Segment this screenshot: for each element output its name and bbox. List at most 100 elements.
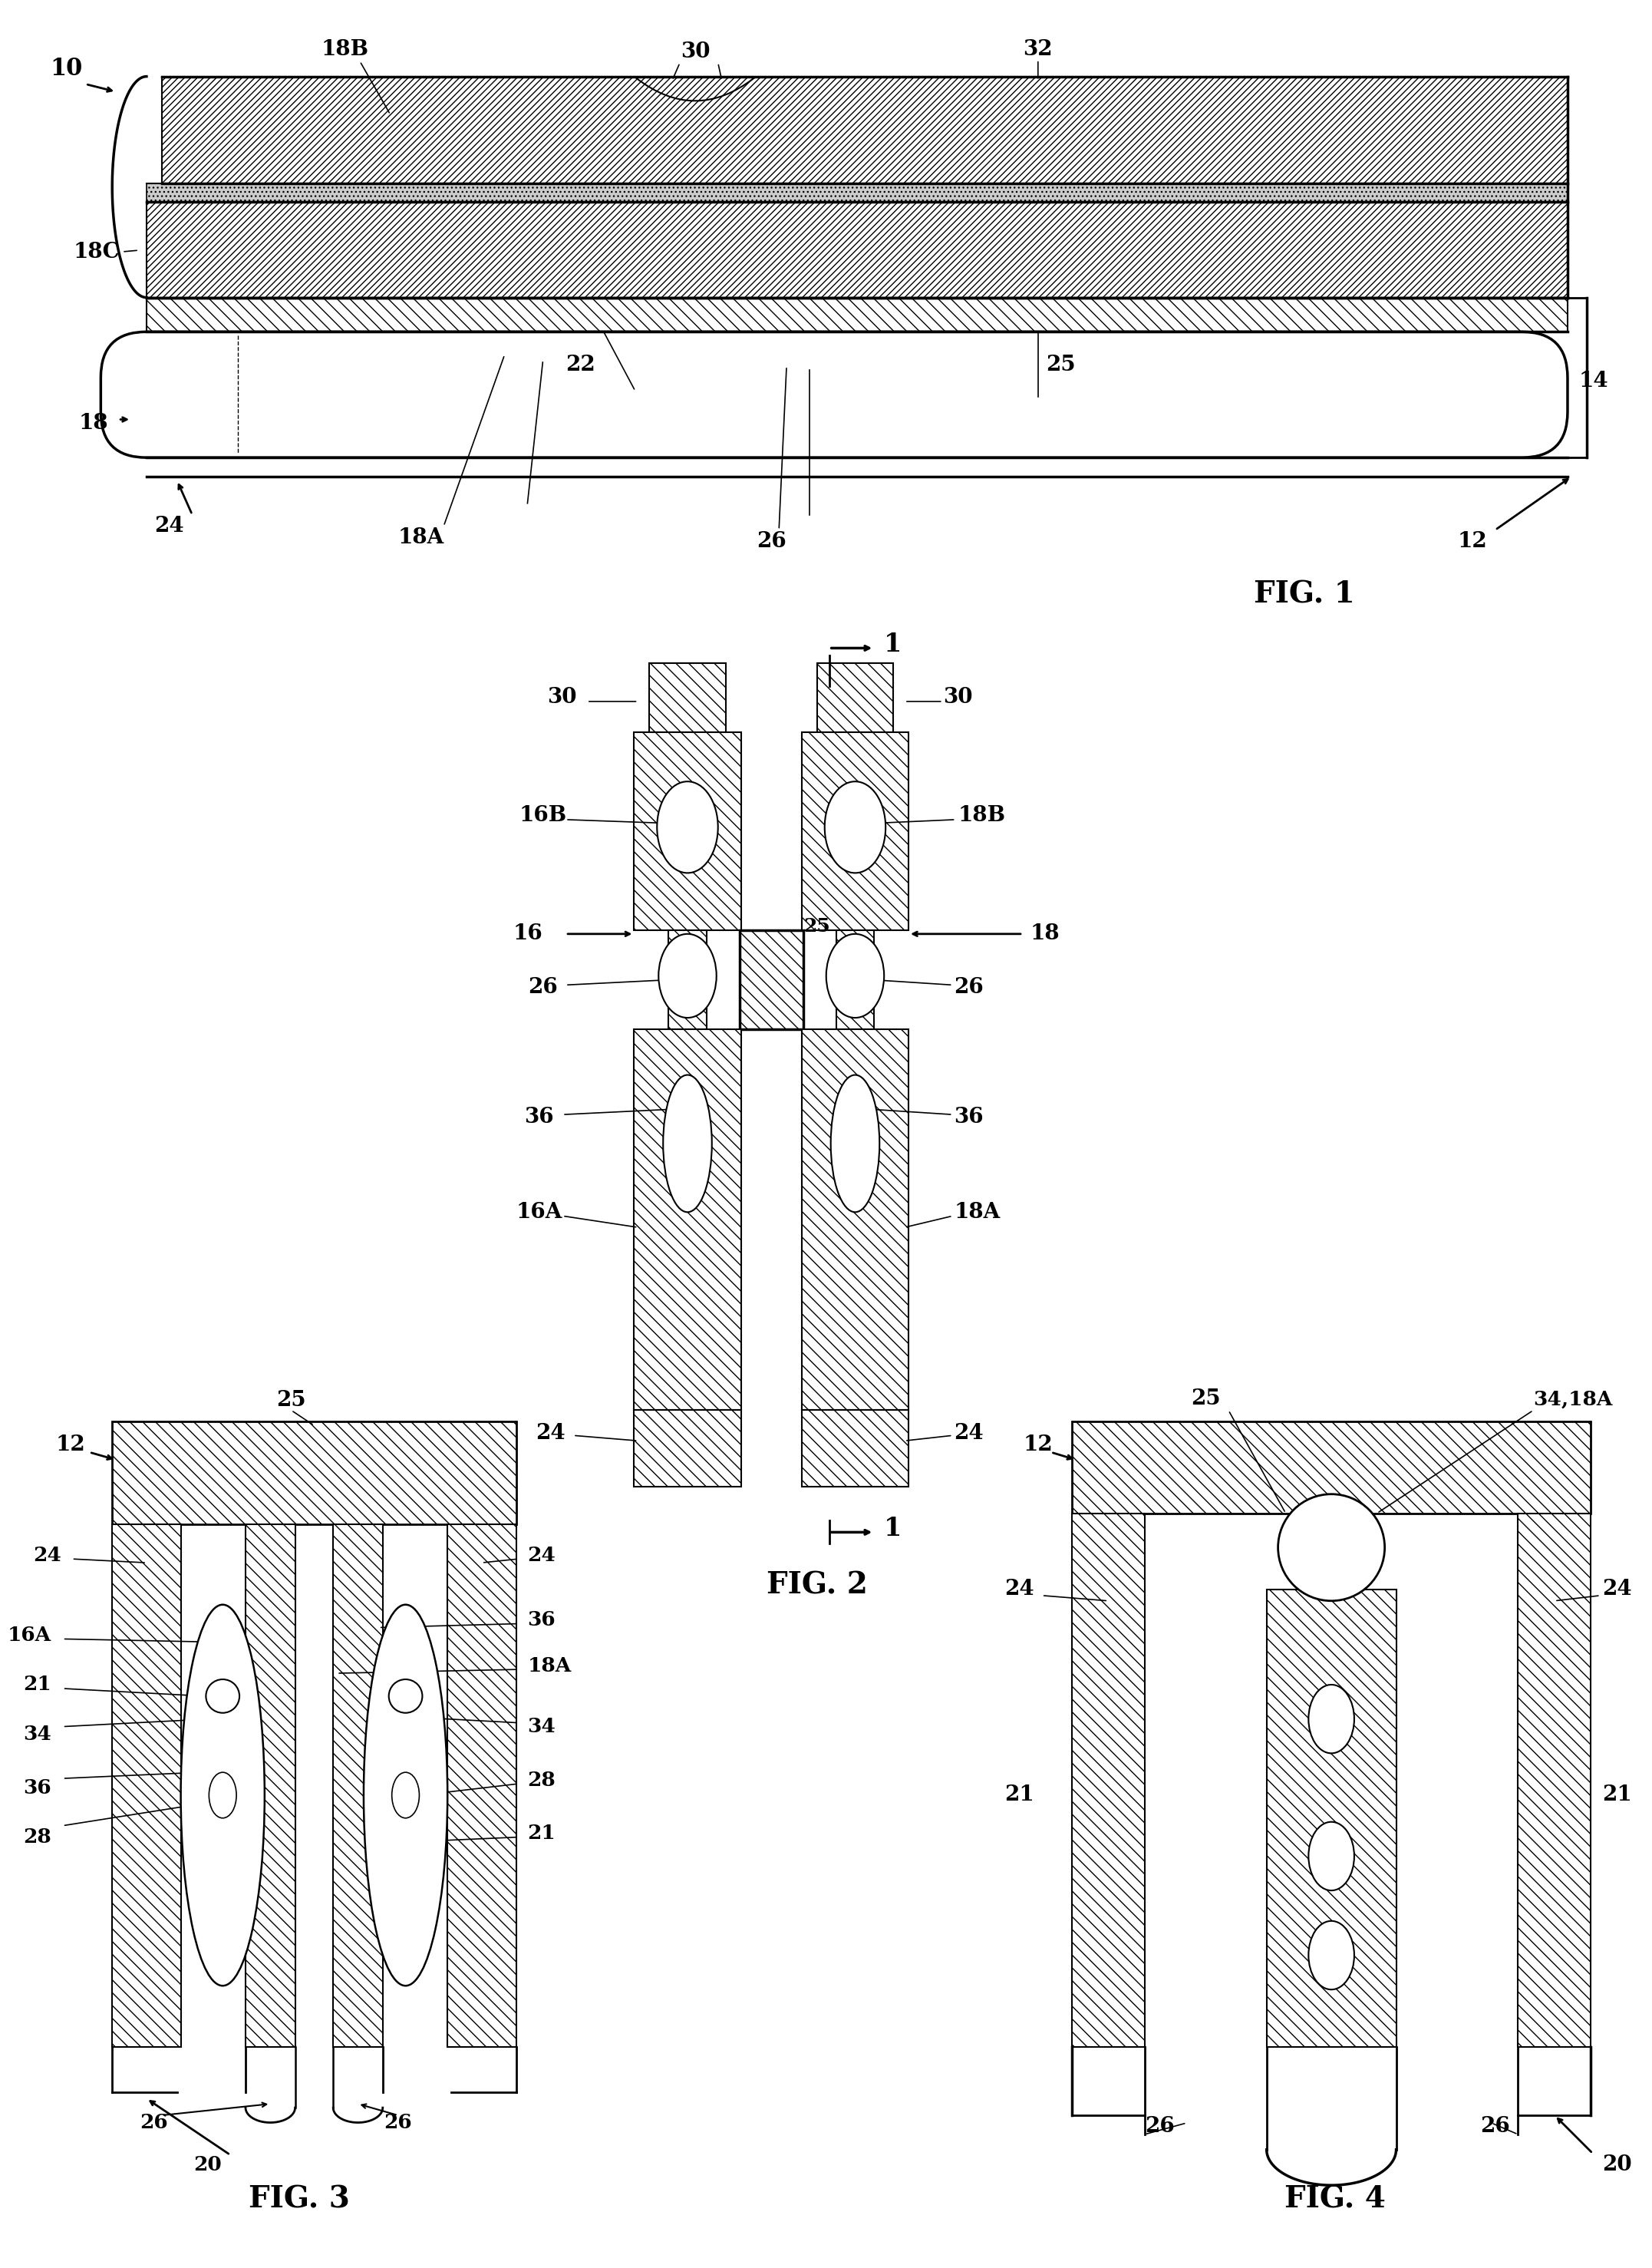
Text: 34: 34	[527, 1717, 555, 1737]
Text: 18C: 18C	[74, 240, 121, 263]
Ellipse shape	[392, 1771, 420, 1819]
Text: 32: 32	[1023, 39, 1052, 61]
Text: 20: 20	[1602, 2155, 1632, 2175]
Bar	[147, 202, 1568, 297]
Ellipse shape	[824, 782, 885, 873]
Text: 14: 14	[1579, 372, 1609, 392]
Text: 21: 21	[1004, 1785, 1034, 1805]
Ellipse shape	[1308, 1821, 1355, 1892]
Text: 34,18A: 34,18A	[1533, 1390, 1612, 1408]
Text: 1: 1	[884, 1515, 902, 1540]
Text: 10: 10	[50, 57, 83, 82]
Bar	[740, 930, 803, 1030]
Ellipse shape	[657, 782, 719, 873]
Ellipse shape	[1308, 1685, 1355, 1753]
Text: 34: 34	[23, 1724, 51, 1744]
Text: 26: 26	[757, 531, 786, 551]
Ellipse shape	[1308, 1921, 1355, 1989]
Text: 24: 24	[527, 1545, 555, 1565]
Bar	[801, 733, 909, 930]
Text: FIG. 4: FIG. 4	[1285, 2184, 1386, 2214]
Text: 16A: 16A	[7, 1626, 51, 1644]
Text: 1: 1	[884, 631, 902, 658]
Bar	[1518, 1513, 1591, 2046]
Text: 24: 24	[955, 1422, 985, 1442]
Text: 36: 36	[955, 1107, 985, 1127]
Ellipse shape	[206, 1678, 240, 1712]
Text: 26: 26	[529, 978, 558, 998]
Ellipse shape	[363, 1606, 448, 1987]
Bar	[634, 1030, 740, 1411]
Bar	[112, 1422, 515, 1524]
Text: 30: 30	[681, 41, 710, 64]
Text: 25: 25	[1191, 1388, 1221, 1408]
Text: 24: 24	[155, 515, 183, 538]
Text: 28: 28	[23, 1828, 51, 1846]
Text: 18A: 18A	[955, 1202, 1001, 1222]
Text: 24: 24	[33, 1545, 61, 1565]
Text: 18: 18	[78, 413, 107, 433]
Text: 16B: 16B	[519, 805, 567, 826]
Text: 30: 30	[547, 687, 577, 708]
Bar	[649, 662, 725, 733]
Text: 36: 36	[524, 1107, 553, 1127]
Text: 25: 25	[1046, 354, 1075, 374]
Text: 21: 21	[1602, 1785, 1632, 1805]
Text: 24: 24	[1004, 1579, 1034, 1599]
Text: 26: 26	[1480, 2116, 1510, 2136]
FancyBboxPatch shape	[101, 331, 1568, 458]
Text: 18: 18	[1031, 923, 1061, 943]
Text: 25: 25	[805, 916, 831, 934]
Ellipse shape	[208, 1771, 236, 1819]
Text: 12: 12	[1023, 1433, 1052, 1456]
Bar	[634, 1411, 740, 1486]
Text: 12: 12	[56, 1433, 86, 1456]
Bar	[334, 1524, 383, 2046]
Text: FIG. 3: FIG. 3	[248, 2184, 350, 2214]
Text: 24: 24	[535, 1422, 565, 1442]
Text: FIG. 2: FIG. 2	[767, 1572, 867, 1601]
Text: 25: 25	[276, 1390, 306, 1411]
Ellipse shape	[831, 1075, 879, 1211]
Bar	[801, 1411, 909, 1486]
Bar	[836, 930, 874, 1030]
Text: 16A: 16A	[515, 1202, 562, 1222]
Ellipse shape	[826, 934, 884, 1018]
Bar	[1267, 1590, 1396, 2046]
Text: 18A: 18A	[527, 1656, 572, 1676]
Text: 36: 36	[527, 1610, 555, 1628]
Text: 18B: 18B	[320, 39, 368, 61]
Bar	[147, 184, 1568, 202]
Text: 22: 22	[567, 354, 596, 374]
Bar	[1072, 1513, 1145, 2046]
Bar	[1072, 1422, 1591, 1513]
Text: 36: 36	[23, 1778, 51, 1796]
Ellipse shape	[180, 1606, 264, 1987]
Text: 12: 12	[1457, 531, 1487, 551]
Text: 24: 24	[1602, 1579, 1632, 1599]
Ellipse shape	[659, 934, 717, 1018]
Text: 20: 20	[193, 2155, 221, 2175]
Text: 21: 21	[23, 1676, 51, 1694]
Bar	[162, 77, 1568, 184]
Ellipse shape	[662, 1075, 712, 1211]
Bar	[112, 1524, 180, 2046]
Text: 18A: 18A	[398, 526, 444, 549]
Text: FIG. 1: FIG. 1	[1254, 581, 1355, 610]
Bar	[818, 662, 894, 733]
Bar	[147, 297, 1568, 331]
Bar	[634, 733, 740, 930]
Text: 21: 21	[527, 1823, 555, 1844]
Text: 26: 26	[140, 2114, 169, 2132]
Ellipse shape	[388, 1678, 423, 1712]
Bar	[801, 1030, 909, 1411]
Text: 26: 26	[1145, 2116, 1175, 2136]
Bar	[669, 930, 707, 1030]
Text: 16: 16	[512, 923, 542, 943]
Text: 26: 26	[383, 2114, 411, 2132]
Ellipse shape	[1279, 1495, 1384, 1601]
Bar	[448, 1524, 515, 2046]
Bar	[246, 1524, 296, 2046]
Text: 28: 28	[527, 1771, 555, 1789]
Text: 18B: 18B	[958, 805, 1006, 826]
